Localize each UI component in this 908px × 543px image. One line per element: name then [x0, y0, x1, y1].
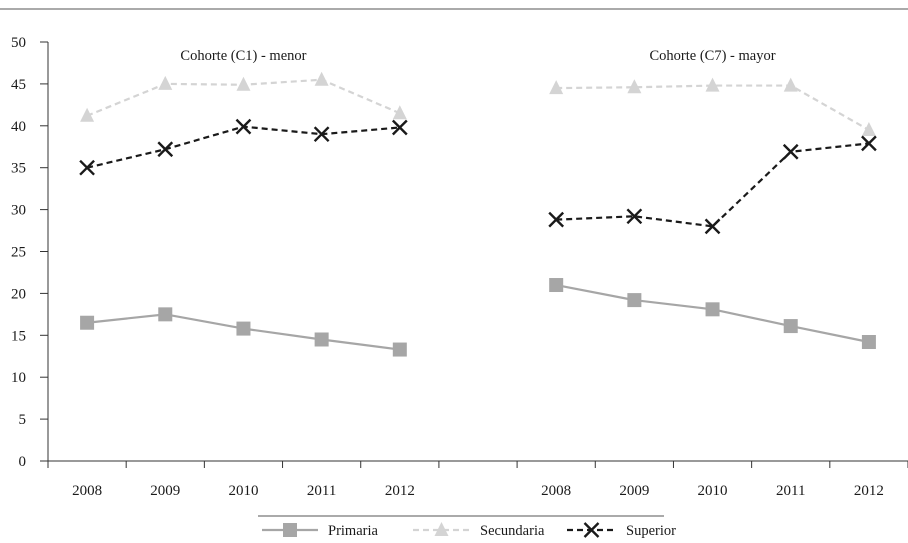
- data-point-superior: [391, 119, 408, 136]
- data-point-secundaria: [549, 80, 564, 95]
- x-tick-label: 2008: [72, 483, 102, 499]
- series-primaria: [80, 307, 407, 357]
- x-tick-label: 2011: [776, 483, 805, 499]
- legend-item-secundaria: Secundaria: [413, 522, 545, 539]
- data-point-superior: [782, 143, 799, 160]
- series-layer: [79, 71, 877, 357]
- panel-titles: Cohorte (C1) - menor Cohorte (C7) - mayor: [180, 48, 775, 64]
- legend-marker-superior: [583, 522, 600, 538]
- data-point-primaria: [861, 335, 876, 350]
- data-point-primaria: [80, 315, 95, 330]
- series-secundaria: [549, 77, 876, 136]
- legend-item-primaria: Primaria: [262, 523, 378, 539]
- legend-label-superior: Superior: [626, 523, 676, 539]
- data-point-superior: [235, 118, 252, 135]
- data-point-primaria: [236, 321, 251, 336]
- series-line-secundaria: [556, 84, 870, 131]
- y-tick-label: 0: [19, 454, 27, 470]
- data-point-superior: [626, 208, 643, 225]
- y-tick-label: 45: [11, 77, 26, 93]
- y-tick-label: 40: [11, 119, 26, 135]
- y-tick-label: 10: [11, 370, 26, 386]
- data-point-secundaria: [80, 107, 95, 122]
- data-point-secundaria: [861, 121, 876, 136]
- series-primaria: [549, 278, 876, 350]
- x-tick-label: 2009: [150, 483, 180, 499]
- data-point-secundaria: [236, 76, 251, 91]
- data-point-primaria: [314, 332, 329, 347]
- legend-marker-secundaria: [434, 522, 449, 536]
- data-point-superior: [548, 211, 565, 228]
- data-point-secundaria: [705, 77, 720, 92]
- x-tick-label: 2012: [385, 483, 415, 499]
- x-tick-label: 2010: [698, 483, 728, 499]
- data-point-superior: [79, 159, 95, 176]
- x-tick-label: 2009: [619, 483, 649, 499]
- series-superior: [548, 135, 877, 235]
- series-line-superior: [86, 125, 400, 169]
- data-point-primaria: [392, 342, 407, 357]
- series-superior: [79, 118, 408, 176]
- data-point-superior: [861, 135, 877, 152]
- x-tick-label: 2012: [854, 483, 884, 499]
- panel-title: Cohorte (C1) - menor: [180, 48, 306, 64]
- data-point-secundaria: [314, 71, 329, 86]
- y-tick-label: 25: [11, 245, 26, 261]
- legend-label-secundaria: Secundaria: [480, 523, 545, 539]
- data-point-secundaria: [627, 79, 642, 94]
- x-tick-label: 2008: [541, 483, 571, 499]
- legend-item-superior: Superior: [567, 522, 676, 539]
- panel-title: Cohorte (C7) - mayor: [650, 48, 776, 64]
- series-line-superior: [556, 142, 870, 228]
- data-point-superior: [313, 126, 330, 143]
- y-tick-label: 15: [11, 328, 26, 344]
- data-point-primaria: [783, 319, 798, 334]
- data-point-secundaria: [158, 75, 173, 90]
- data-point-primaria: [549, 278, 564, 293]
- data-point-superior: [157, 141, 174, 158]
- data-point-primaria: [705, 302, 720, 317]
- x-tick-label: 2010: [228, 483, 258, 499]
- y-tick-label: 50: [11, 35, 26, 51]
- data-point-secundaria: [783, 77, 798, 92]
- y-tick-label: 35: [11, 161, 26, 177]
- data-point-superior: [704, 218, 721, 235]
- data-point-secundaria: [392, 105, 407, 120]
- x-tick-label: 2011: [307, 483, 336, 499]
- data-point-primaria: [627, 293, 642, 308]
- data-point-primaria: [158, 307, 173, 322]
- legend: Primaria Secundaria Superior: [258, 515, 676, 539]
- legend-marker-primaria: [283, 523, 297, 537]
- series-secundaria: [80, 71, 407, 122]
- y-tick-label: 30: [11, 203, 26, 219]
- legend-label-primaria: Primaria: [328, 523, 378, 539]
- y-tick-label: 5: [19, 412, 27, 428]
- y-tick-label: 20: [11, 286, 26, 302]
- axes: 0 5 10 15 20 25 30 35 40 45 50 2008 2009 2010 2011 2012…: [11, 35, 908, 499]
